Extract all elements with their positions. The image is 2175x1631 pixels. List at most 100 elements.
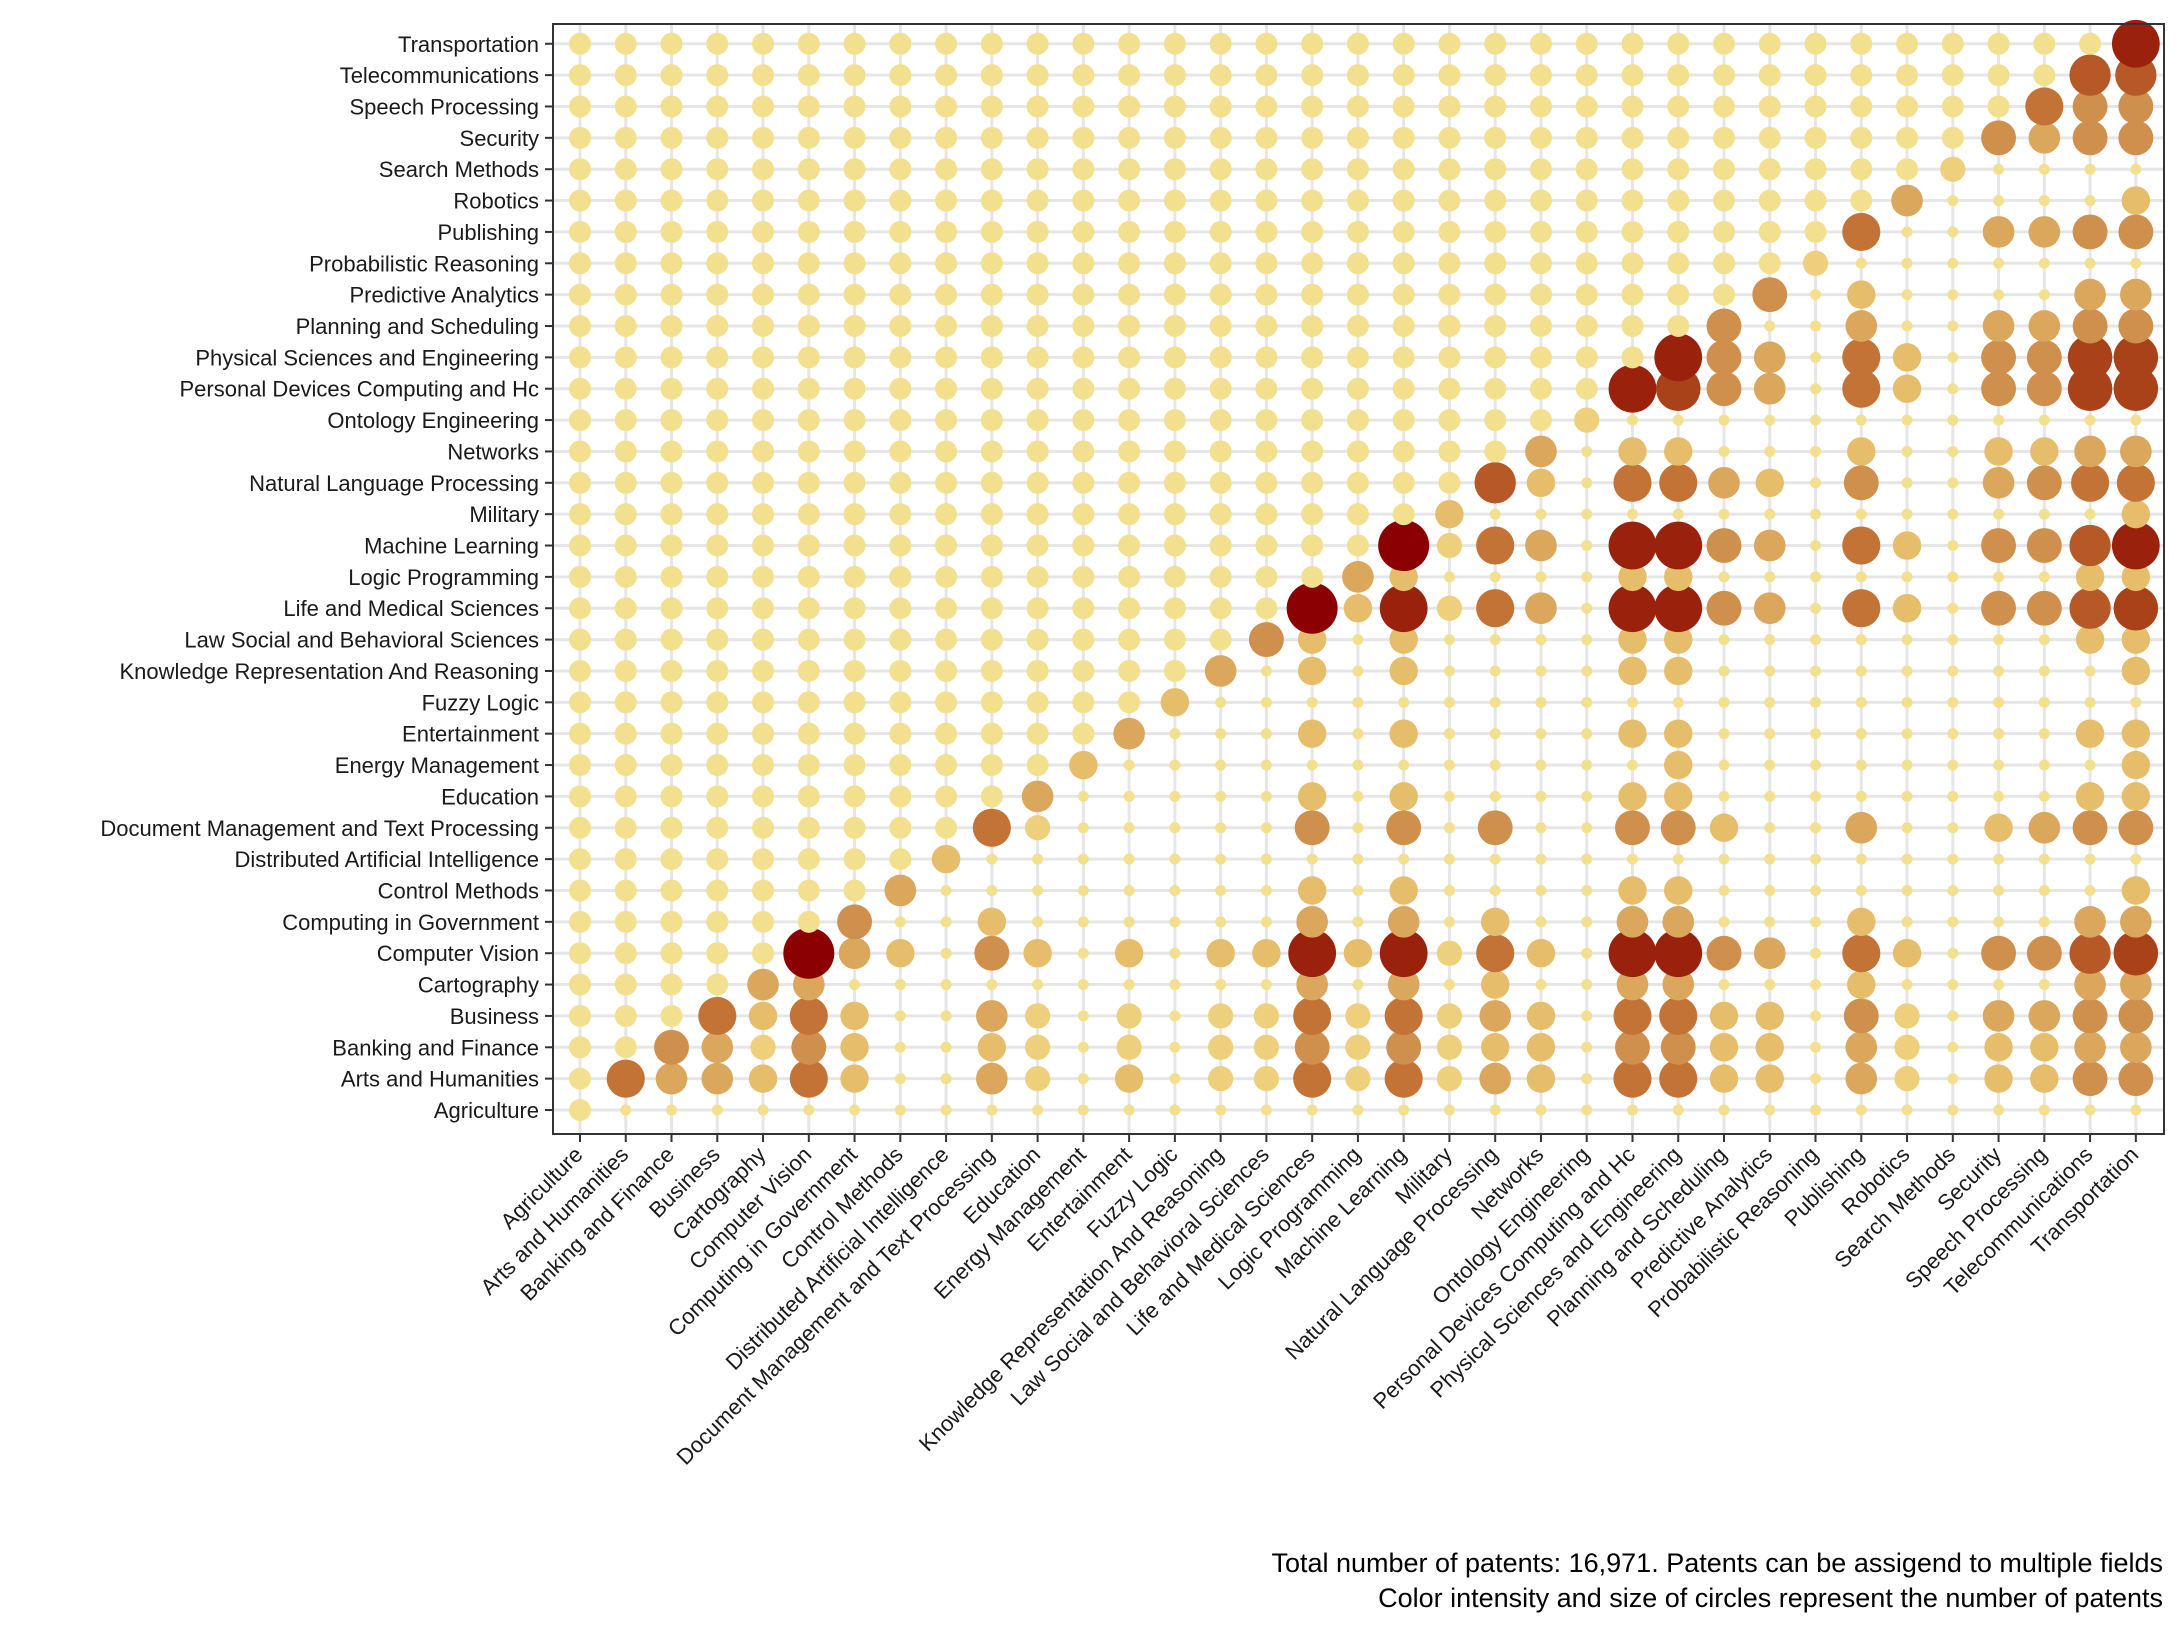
point-banking-and-finance-x-publishing xyxy=(660,220,683,243)
point-cartography-x-networks xyxy=(752,440,775,463)
point-networks-x-fuzzy-logic xyxy=(1535,696,1547,708)
point-cartography-x-banking-and-finance xyxy=(750,1034,776,1060)
point-probabilistic-reasoning-x-speech-processing xyxy=(1804,95,1827,118)
point-document-management-and-text-processing-x-physical-sciences-and-engineering xyxy=(980,346,1003,369)
point-business-x-speech-processing xyxy=(706,95,729,118)
point-fuzzy-logic-x-military xyxy=(1163,503,1186,526)
point-planning-and-scheduling-x-arts-and-humanities xyxy=(1709,1064,1739,1093)
point-knowledge-representation-and-reasoning-x-education xyxy=(1215,790,1227,802)
point-natural-language-processing-x-banking-and-finance xyxy=(1480,1033,1510,1062)
point-robotics-x-banking-and-finance xyxy=(1894,1034,1920,1060)
point-military-x-transportation xyxy=(1438,32,1461,55)
point-distributed-artificial-intelligence-x-control-methods xyxy=(940,884,952,896)
point-knowledge-representation-and-reasoning-x-logic-programming xyxy=(1209,565,1232,588)
point-publishing-x-cartography xyxy=(1847,970,1876,999)
point-computing-in-government-x-computer-vision xyxy=(838,937,871,970)
point-cartography-x-computer-vision xyxy=(752,942,775,965)
point-networks-x-computer-vision xyxy=(1526,938,1556,968)
point-banking-and-finance-x-security xyxy=(660,126,683,149)
point-probabilistic-reasoning-x-transportation xyxy=(1804,32,1827,55)
point-robotics-x-entertainment xyxy=(1901,728,1913,740)
point-publishing-x-military xyxy=(1855,508,1867,520)
point-personal-devices-computing-and-hc-x-law-social-and-behavioral-sciences xyxy=(1618,625,1647,654)
point-predictive-analytics-x-distributed-artificial-intelligence xyxy=(1764,853,1776,865)
point-control-methods-x-ontology-engineering xyxy=(889,409,912,432)
point-speech-processing-x-distributed-artificial-intelligence xyxy=(2038,853,2050,865)
point-computing-in-government-x-law-social-and-behavioral-sciences xyxy=(843,628,866,651)
point-business-x-cartography xyxy=(706,973,729,996)
point-cartography-x-distributed-artificial-intelligence xyxy=(752,848,775,871)
point-computer-vision-x-publishing xyxy=(797,220,820,243)
point-physical-sciences-and-engineering-x-physical-sciences-and-engineering xyxy=(1654,333,1703,382)
point-natural-language-processing-x-cartography xyxy=(1480,970,1510,999)
point-physical-sciences-and-engineering-x-life-and-medical-sciences xyxy=(1654,584,1703,633)
point-control-methods-x-document-management-and-text-processing xyxy=(889,816,912,839)
point-search-methods-x-logic-programming xyxy=(1947,571,1959,583)
point-arts-and-humanities-x-networks xyxy=(614,440,637,463)
point-machine-learning-x-networks xyxy=(1392,440,1415,463)
point-ontology-engineering-x-life-and-medical-sciences xyxy=(1581,602,1593,614)
point-telecommunications-x-fuzzy-logic xyxy=(2084,696,2096,708)
point-predictive-analytics-x-probabilistic-reasoning xyxy=(1758,252,1781,275)
point-fuzzy-logic-x-natural-language-processing xyxy=(1163,471,1186,494)
point-security-x-military xyxy=(1993,508,2005,520)
point-logic-programming-x-robotics xyxy=(1346,189,1369,212)
point-control-methods-x-distributed-artificial-intelligence xyxy=(889,848,912,871)
point-networks-x-planning-and-scheduling xyxy=(1529,315,1552,337)
point-knowledge-representation-and-reasoning-x-transportation xyxy=(1209,32,1232,55)
point-entertainment-x-networks xyxy=(1118,440,1141,463)
point-transportation-x-probabilistic-reasoning xyxy=(2130,257,2142,269)
point-business-x-telecommunications xyxy=(706,64,729,87)
point-entertainment-x-natural-language-processing xyxy=(1118,471,1141,494)
point-business-x-fuzzy-logic xyxy=(706,691,729,714)
y-tick-label-computing-in-government: Computing in Government xyxy=(282,910,539,935)
point-search-methods-x-physical-sciences-and-engineering xyxy=(1947,351,1959,363)
point-control-methods-x-life-and-medical-sciences xyxy=(889,597,912,620)
point-computer-vision-x-agriculture xyxy=(803,1104,815,1116)
point-computing-in-government-x-publishing xyxy=(843,220,866,243)
point-physical-sciences-and-engineering-x-fuzzy-logic xyxy=(1672,696,1684,708)
point-computer-vision-x-telecommunications xyxy=(797,64,820,87)
point-agriculture-x-planning-and-scheduling xyxy=(569,315,591,337)
point-control-methods-x-natural-language-processing xyxy=(889,471,912,494)
point-arts-and-humanities-x-logic-programming xyxy=(614,565,637,588)
point-transportation-x-computing-in-government xyxy=(2120,906,2152,938)
point-logic-programming-x-probabilistic-reasoning xyxy=(1346,252,1369,275)
point-distributed-artificial-intelligence-x-physical-sciences-and-engineering xyxy=(935,346,958,369)
point-agriculture-x-control-methods xyxy=(569,879,591,902)
point-predictive-analytics-x-search-methods xyxy=(1758,158,1781,181)
point-energy-management-x-physical-sciences-and-engineering xyxy=(1072,346,1095,369)
point-law-social-and-behavioral-sciences-x-control-methods xyxy=(1260,884,1272,896)
point-computer-vision-x-education xyxy=(797,785,820,808)
point-entertainment-x-energy-management xyxy=(1123,759,1135,771)
point-computing-in-government-x-fuzzy-logic xyxy=(843,691,866,714)
point-security-x-machine-learning xyxy=(1981,528,2017,563)
point-publishing-x-business xyxy=(1843,998,1879,1034)
point-control-methods-x-control-methods xyxy=(884,874,917,907)
point-natural-language-processing-x-ontology-engineering xyxy=(1484,409,1507,432)
point-document-management-and-text-processing-x-robotics xyxy=(980,189,1003,212)
point-natural-language-processing-x-control-methods xyxy=(1489,884,1501,896)
point-networks-x-natural-language-processing xyxy=(1526,468,1556,498)
point-robotics-x-fuzzy-logic xyxy=(1901,696,1913,708)
point-energy-management-x-publishing xyxy=(1072,220,1095,243)
point-control-methods-x-machine-learning xyxy=(889,534,912,557)
point-robotics-x-probabilistic-reasoning xyxy=(1901,257,1913,269)
point-ontology-engineering-x-banking-and-finance xyxy=(1581,1041,1593,1053)
point-probabilistic-reasoning-x-logic-programming xyxy=(1810,571,1822,583)
point-energy-management-x-networks xyxy=(1072,440,1095,463)
point-business-x-robotics xyxy=(706,189,729,212)
point-probabilistic-reasoning-x-computer-vision xyxy=(1810,947,1822,959)
point-entertainment-x-agriculture xyxy=(1123,1104,1135,1116)
point-knowledge-representation-and-reasoning-x-physical-sciences-and-engineering xyxy=(1209,346,1232,369)
point-speech-processing-x-fuzzy-logic xyxy=(2038,696,2050,708)
point-planning-and-scheduling-x-military xyxy=(1718,508,1730,520)
point-machine-learning-x-computer-vision xyxy=(1379,929,1428,978)
point-security-x-logic-programming xyxy=(1993,571,2005,583)
point-ontology-engineering-x-education xyxy=(1581,790,1593,802)
point-machine-learning-x-physical-sciences-and-engineering xyxy=(1392,346,1415,369)
point-energy-management-x-cartography xyxy=(1077,979,1089,991)
point-computing-in-government-x-machine-learning xyxy=(843,534,866,557)
point-probabilistic-reasoning-x-natural-language-processing xyxy=(1810,477,1822,489)
